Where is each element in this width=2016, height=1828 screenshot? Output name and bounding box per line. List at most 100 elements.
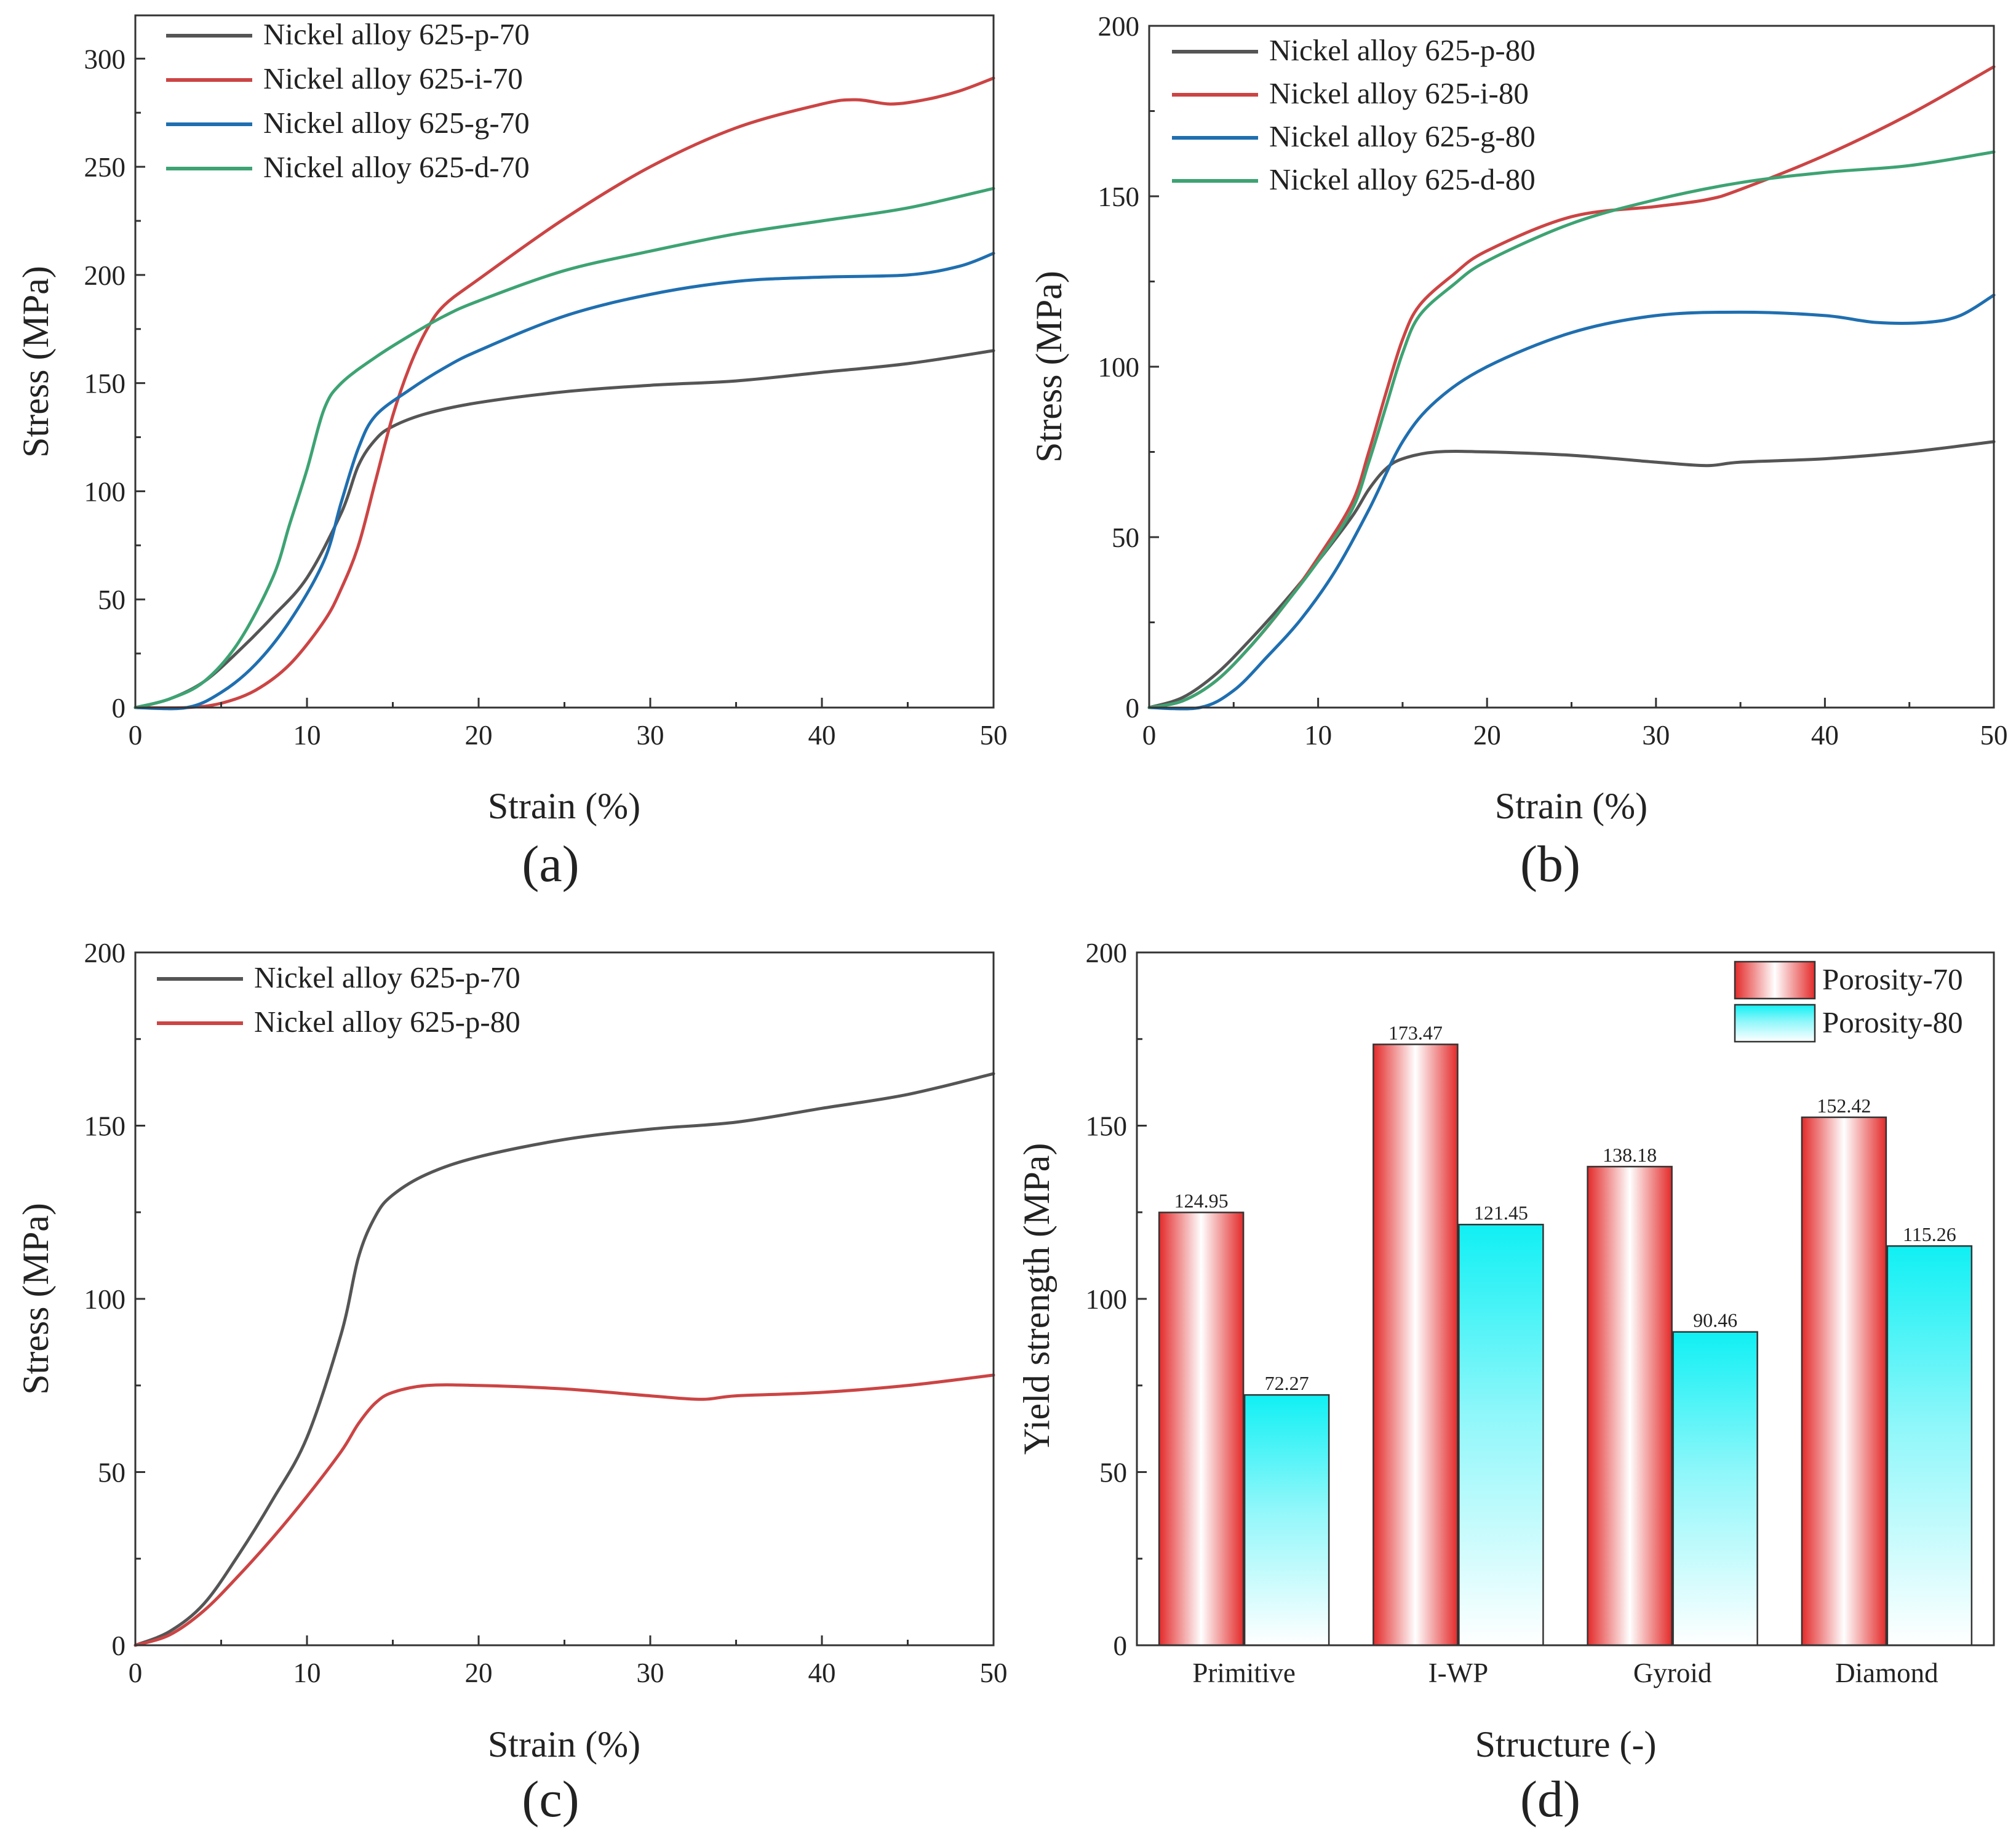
panel-a-ytick-label: 250 <box>84 152 126 183</box>
panel-c-ytick-label: 150 <box>84 1111 126 1142</box>
panel-d-ticks: 0 50 100 150 200 Primitive I-WP Gyroid Diamond <box>1086 938 1938 1688</box>
panel-d-xlabel: Structure (-) <box>1475 1724 1657 1765</box>
panel-a-series-2-line <box>133 252 995 711</box>
panel-a-ytick-label: 0 <box>112 693 126 724</box>
panel-d-xtick-label: Primitive <box>1192 1658 1296 1688</box>
panel-d-xtick-label: Diamond <box>1835 1658 1938 1688</box>
panel-d: 124.95 72.27 173.47 121.45 138.18 90.46 152.42… <box>1016 938 1995 1828</box>
panel-c-legend-label: Nickel alloy 625-p-70 <box>254 960 520 994</box>
panel-d-bar-value-label: 121.45 <box>1474 1202 1528 1224</box>
panel-b-xtick-label: 0 <box>1142 720 1157 751</box>
panel-b-xtick-label: 50 <box>1980 720 2008 751</box>
panel-c-series-0-line <box>133 1072 995 1647</box>
panel-d-ytick-label: 0 <box>1114 1630 1128 1661</box>
panel-c-ytick-label: 50 <box>98 1458 126 1488</box>
panel-b-legend-label: Nickel alloy 625-i-80 <box>1269 76 1529 110</box>
panel-a: 0 10 20 30 40 50 0 50 100 150 200 250 300 Nickel all… <box>15 14 1008 893</box>
panel-a-xlabel: Strain (%) <box>488 786 640 826</box>
panel-a-ylabel: Stress (MPa) <box>15 266 56 458</box>
panel-d-bar-value-label: 90.46 <box>1693 1309 1737 1331</box>
panel-b-xtick-label: 40 <box>1811 720 1839 751</box>
panel-c-legend: Nickel alloy 625-p-70 Nickel alloy 625-p-… <box>157 960 520 1039</box>
panel-d-bar-value-label: 72.27 <box>1265 1372 1309 1394</box>
panel-a-label: (a) <box>522 836 579 893</box>
panel-d-legend-swatch <box>1734 1004 1816 1043</box>
panel-a-xtick-label: 40 <box>808 720 836 751</box>
panel-d-marks: 124.95 72.27 173.47 121.45 138.18 90.46 152.42… <box>1158 1021 1973 1646</box>
panel-d-bar-porosity70 <box>1158 1211 1245 1646</box>
panel-d-bar-value-label: 115.26 <box>1903 1223 1956 1245</box>
panel-b-ticks: 0 10 20 30 40 50 0 50 100 150 200 <box>1098 11 2008 751</box>
panel-a-legend-label: Nickel alloy 625-i-70 <box>263 62 523 95</box>
panel-d-bar-value-label: 173.47 <box>1388 1021 1443 1044</box>
panel-b-legend-label: Nickel alloy 625-p-80 <box>1269 33 1536 67</box>
panel-d-bar-value-label: 124.95 <box>1174 1190 1229 1212</box>
panel-c: 0 10 20 30 40 50 0 50 100 150 200 Nickel alloy 625… <box>15 938 1008 1828</box>
panel-b-xtick-label: 30 <box>1642 720 1670 751</box>
panel-b-ylabel: Stress (MPa) <box>1029 271 1069 463</box>
panel-d-bar-porosity70 <box>1587 1165 1673 1646</box>
panel-d-bar-value-label: 152.42 <box>1817 1095 1871 1117</box>
panel-a-ytick-label: 100 <box>84 476 126 507</box>
panel-a-ytick-label: 150 <box>84 369 126 399</box>
panel-c-ylabel: Stress (MPa) <box>15 1203 56 1395</box>
panel-d-bar-porosity80 <box>1458 1223 1544 1646</box>
panel-c-xtick-label: 30 <box>637 1658 664 1688</box>
panel-c-xtick-label: 50 <box>980 1658 1008 1688</box>
panel-d-ytick-label: 50 <box>1099 1458 1127 1488</box>
panel-d-legend-label: Porosity-70 <box>1822 962 1963 996</box>
panel-c-ytick-label: 100 <box>84 1284 126 1315</box>
panel-b: 0 10 20 30 40 50 0 50 100 150 200 Nickel alloy 625… <box>1029 11 2008 893</box>
panel-a-legend-label: Nickel alloy 625-d-70 <box>263 150 530 184</box>
panel-a-series-3-line <box>133 186 995 709</box>
panel-a-legend-label: Nickel alloy 625-g-70 <box>263 106 530 140</box>
panel-d-ytick-label: 200 <box>1086 938 1128 968</box>
panel-a-xtick-label: 10 <box>293 720 321 751</box>
panel-d-bar-porosity80 <box>1886 1245 1973 1646</box>
panel-b-series-0-line <box>1147 440 1996 709</box>
panel-c-xlabel: Strain (%) <box>488 1724 640 1765</box>
panel-a-ticks: 0 10 20 30 40 50 0 50 100 150 200 250 300 <box>84 44 1008 751</box>
panel-b-legend-label: Nickel alloy 625-g-80 <box>1269 119 1536 153</box>
panel-c-frame <box>134 951 995 1646</box>
panel-c-series-1-line <box>133 1373 995 1647</box>
panel-b-series-3-line <box>1147 150 1996 709</box>
panel-a-marks <box>133 76 995 711</box>
panel-d-legend-swatch <box>1734 960 1816 1000</box>
panel-d-legend: Porosity-70 Porosity-80 <box>1734 960 1963 1043</box>
panel-c-xtick-label: 20 <box>465 1658 493 1688</box>
panel-d-bar-porosity70 <box>1373 1044 1459 1646</box>
panel-b-ytick-label: 200 <box>1098 11 1140 42</box>
panel-a-xtick-label: 50 <box>980 720 1008 751</box>
panel-d-bar-porosity80 <box>1243 1394 1330 1646</box>
panel-a-series-1-line <box>133 76 995 710</box>
panel-b-ytick-label: 150 <box>1098 182 1140 212</box>
panel-a-ytick-label: 50 <box>98 585 126 615</box>
panel-a-legend: Nickel alloy 625-p-70 Nickel alloy 625-i-… <box>166 17 530 184</box>
panel-a-xtick-label: 20 <box>465 720 493 751</box>
panel-d-ytick-label: 150 <box>1086 1111 1128 1142</box>
panel-d-label: (d) <box>1520 1771 1580 1828</box>
panel-c-marks <box>133 1072 995 1647</box>
panel-a-series-0-line <box>133 349 995 709</box>
panel-b-legend: Nickel alloy 625-p-80 Nickel alloy 625-i-… <box>1172 33 1536 196</box>
panel-c-xtick-label: 0 <box>129 1658 143 1688</box>
panel-b-xlabel: Strain (%) <box>1495 786 1647 826</box>
panel-c-ytick-label: 200 <box>84 938 126 968</box>
panel-c-ticks: 0 10 20 30 40 50 0 50 100 150 200 <box>84 938 1008 1688</box>
panel-b-legend-label: Nickel alloy 625-d-80 <box>1269 162 1536 196</box>
panel-d-bar-value-label: 138.18 <box>1603 1144 1657 1166</box>
panel-c-label: (c) <box>522 1771 579 1828</box>
panel-a-xtick-label: 30 <box>637 720 664 751</box>
panel-a-legend-label: Nickel alloy 625-p-70 <box>263 17 530 51</box>
panel-d-ylabel: Yield strength (MPa) <box>1016 1143 1057 1455</box>
panel-c-ytick-label: 0 <box>112 1630 126 1661</box>
panel-c-xtick-label: 40 <box>808 1658 836 1688</box>
panel-a-ytick-label: 200 <box>84 260 126 291</box>
panel-a-xtick-label: 0 <box>129 720 143 751</box>
panel-d-bar-porosity70 <box>1801 1116 1887 1646</box>
panel-b-series-2-line <box>1147 293 1996 711</box>
panel-d-ytick-label: 100 <box>1086 1284 1128 1315</box>
panel-b-xtick-label: 20 <box>1473 720 1501 751</box>
